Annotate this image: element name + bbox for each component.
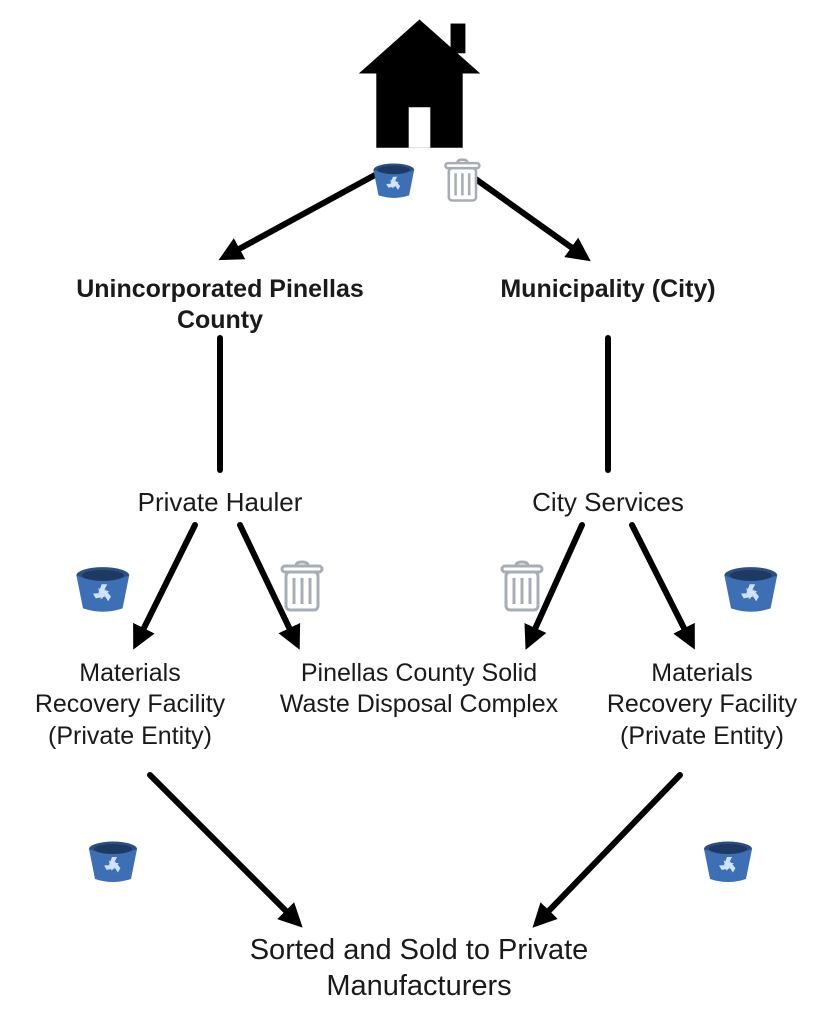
recycle-bin-icon	[370, 158, 418, 204]
recycle-bin-icon	[72, 560, 134, 618]
trash-can-icon	[498, 560, 546, 621]
node-unincorporated: Unincorporated Pinellas County	[70, 274, 370, 337]
node-disposal-complex: Pinellas County Solid Waste Disposal Com…	[269, 658, 569, 721]
trash-can-icon	[442, 158, 483, 211]
node-private-hauler: Private Hauler	[100, 486, 340, 519]
recycle-bin-icon	[720, 560, 782, 618]
recycle-bin-icon	[85, 835, 141, 888]
recycle-bin-icon	[700, 835, 756, 888]
house-icon	[352, 12, 487, 167]
node-municipality: Municipality (City)	[488, 274, 728, 305]
node-city-services: City Services	[498, 486, 718, 519]
node-sorted-sold: Sorted and Sold to Private Manufacturers	[219, 932, 619, 1005]
flowchart-canvas: Unincorporated Pinellas County Municipal…	[0, 0, 838, 1024]
node-mrf-left: Materials Recovery Facility (Private Ent…	[25, 658, 235, 752]
trash-can-icon	[278, 560, 326, 621]
node-mrf-right: Materials Recovery Facility (Private Ent…	[597, 658, 807, 752]
